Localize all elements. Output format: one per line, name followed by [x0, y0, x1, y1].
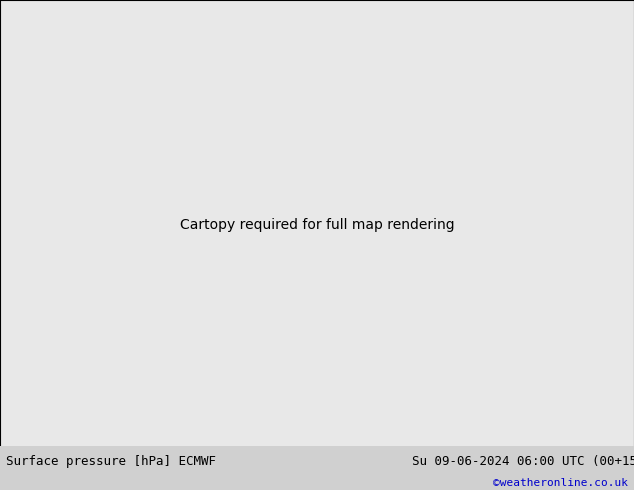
- Text: Cartopy required for full map rendering: Cartopy required for full map rendering: [179, 219, 455, 232]
- Text: ©weatheronline.co.uk: ©weatheronline.co.uk: [493, 478, 628, 489]
- Text: Surface pressure [hPa] ECMWF: Surface pressure [hPa] ECMWF: [6, 455, 216, 468]
- Text: Su 09-06-2024 06:00 UTC (00+150): Su 09-06-2024 06:00 UTC (00+150): [412, 455, 634, 468]
